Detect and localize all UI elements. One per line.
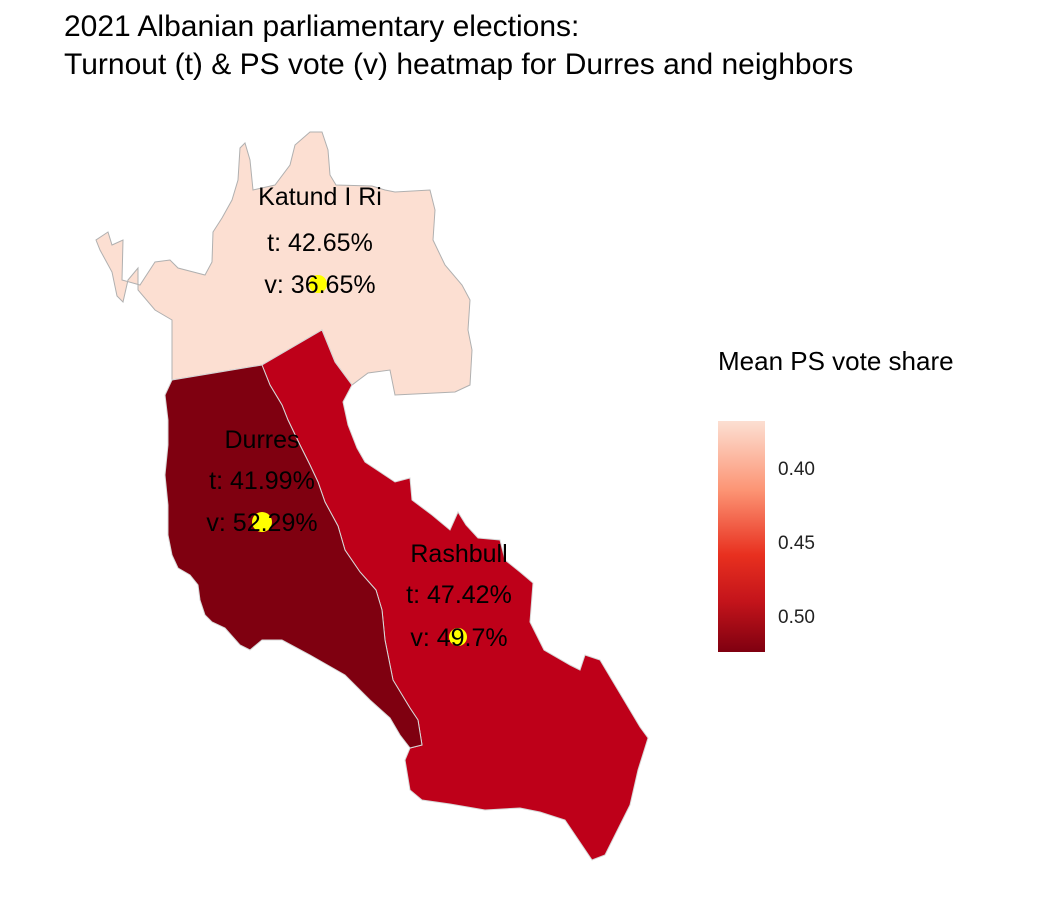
legend-colorbar xyxy=(718,421,765,652)
vote-label: v: 52.29% xyxy=(206,509,317,537)
region-name-label: Rashbull xyxy=(410,540,507,568)
title-line-2: Turnout (t) & PS vote (v) heatmap for Du… xyxy=(64,48,854,81)
map-title: 2021 Albanian parliamentary elections: T… xyxy=(64,8,853,84)
point-katund-i-ri xyxy=(309,275,327,293)
title-line-1: 2021 Albanian parliamentary elections: xyxy=(64,10,580,43)
legend-tick-mark xyxy=(765,617,771,620)
legend-title: Mean PS vote share xyxy=(718,346,954,376)
turnout-label: t: 41.99% xyxy=(209,467,315,495)
point-rashbull xyxy=(449,628,467,646)
vote-label: v: 36.65% xyxy=(264,271,375,299)
legend-tick-label: 0.50 xyxy=(778,607,815,629)
region-name-label: Durres xyxy=(224,426,299,454)
legend-tick-label: 0.40 xyxy=(778,459,815,481)
legend-tick-mark xyxy=(765,543,771,546)
point-durres xyxy=(252,512,272,532)
turnout-label: t: 42.65% xyxy=(267,229,373,257)
legend-tick-mark xyxy=(765,469,771,472)
label-durres: Durres t: 41.99% v: 52.29% xyxy=(206,426,317,537)
region-name-label: Katund I Ri xyxy=(258,183,382,211)
label-rashbull: Rashbull t: 47.42% v: 49.7% xyxy=(406,540,512,652)
legend-tick-label: 0.45 xyxy=(778,533,815,555)
label-katund-i-ri: Katund I Ri t: 42.65% v: 36.65% xyxy=(258,183,382,299)
region-durres xyxy=(164,364,423,749)
vote-label: v: 49.7% xyxy=(410,624,507,652)
turnout-label: t: 47.42% xyxy=(406,581,512,609)
